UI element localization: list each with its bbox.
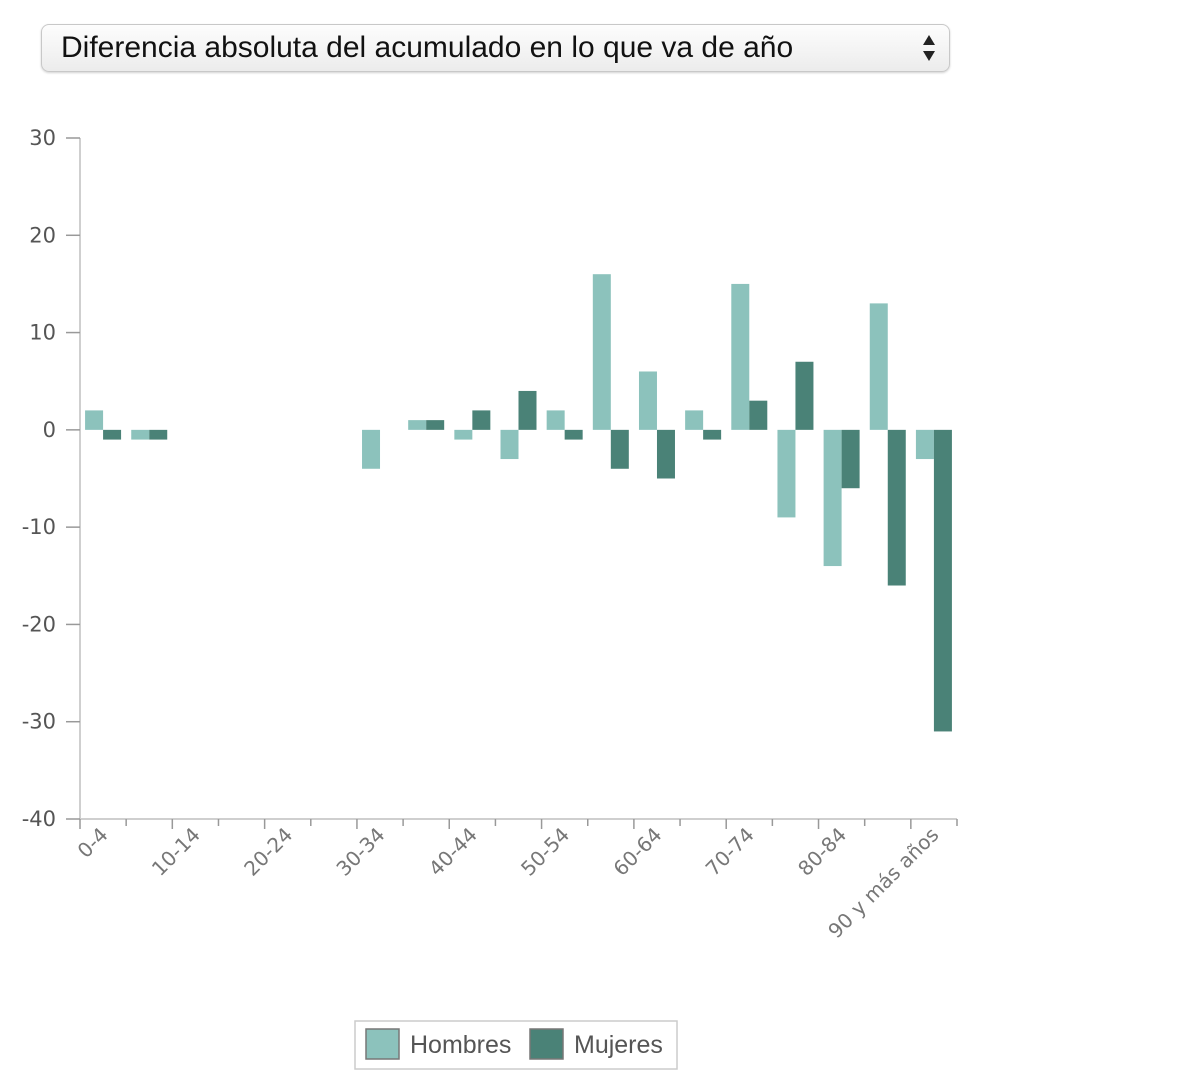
bar-mujeres-90-y-más-años (933, 429, 952, 732)
y-tick-label: 20 (29, 223, 56, 247)
bar-hombres-70-74 (731, 283, 750, 430)
bar-hombres-90-y-más-años (915, 429, 934, 460)
bar-mujeres-50-54 (564, 429, 583, 440)
bar-hombres-0-4 (85, 410, 104, 430)
bar-hombres-35-39 (408, 420, 427, 430)
x-tick-label: 10-14 (147, 823, 205, 881)
bar-mujeres-75-79 (795, 361, 814, 430)
bar-mujeres-70-74 (749, 400, 768, 430)
y-tick-label: 0 (43, 418, 56, 442)
bar-mujeres-0-4 (103, 429, 122, 440)
x-tick-label: 50-54 (516, 823, 574, 881)
legend-swatch-hombres (365, 1028, 400, 1060)
chart-legend: Hombres Mujeres (354, 1020, 678, 1070)
bar-hombres-65-69 (685, 410, 704, 430)
bar-mujeres-55-59 (610, 429, 629, 469)
bar-hombres-40-44 (454, 429, 473, 440)
x-tick-label: 80-84 (793, 823, 851, 881)
chart-axes: 30 20 10 0 -10 -20 -30 -40 (22, 126, 958, 831)
bar-mujeres-5-9 (149, 429, 168, 440)
legend-label-mujeres: Mujeres (574, 1031, 663, 1059)
y-tick-label: -30 (22, 710, 56, 734)
bar-hombres-80-84 (823, 429, 842, 567)
bar-hombres-85-89 (869, 303, 888, 430)
chart-metric-select-label: Diferencia absoluta del acumulado en lo … (61, 31, 794, 64)
bar-hombres-45-49 (500, 429, 519, 460)
bar-mujeres-80-84 (841, 429, 860, 489)
y-tick-label: -20 (22, 612, 56, 636)
bar-hombres-30-34 (362, 429, 381, 469)
y-tick-label: -40 (22, 807, 56, 831)
chart-metric-select[interactable]: Diferencia absoluta del acumulado en lo … (41, 24, 950, 72)
bar-mujeres-40-44 (472, 410, 491, 430)
bar-mujeres-85-89 (887, 429, 906, 586)
up-down-arrows-icon (909, 24, 949, 72)
x-tick-label: 40-44 (424, 823, 482, 881)
y-tick-label: 30 (29, 126, 56, 150)
x-tick-label: 30-34 (331, 823, 389, 881)
bar-hombres-60-64 (638, 371, 657, 430)
y-tick-label: 10 (29, 321, 56, 345)
bar-hombres-50-54 (546, 410, 565, 430)
bar-hombres-55-59 (592, 274, 611, 430)
bar-mujeres-60-64 (656, 429, 675, 479)
bar-hombres-75-79 (777, 429, 796, 518)
bar-hombres-5-9 (131, 429, 150, 440)
x-tick-label: 60-64 (608, 823, 666, 881)
y-tick-label: -10 (22, 515, 56, 539)
chart-bars (85, 274, 952, 732)
bar-mujeres-45-49 (518, 390, 537, 430)
legend-swatch-mujeres (529, 1028, 564, 1060)
x-axis-labels: 0-4 10-14 20-24 30-34 40-44 50-54 60-64 70-74 80… (73, 823, 944, 943)
x-tick-label: 20-24 (239, 823, 297, 881)
bar-mujeres-35-39 (426, 420, 445, 430)
x-tick-label: 70-74 (701, 823, 759, 881)
x-tick-label: 0-4 (73, 823, 113, 863)
bar-mujeres-65-69 (703, 429, 722, 440)
legend-label-hombres: Hombres (410, 1031, 511, 1059)
